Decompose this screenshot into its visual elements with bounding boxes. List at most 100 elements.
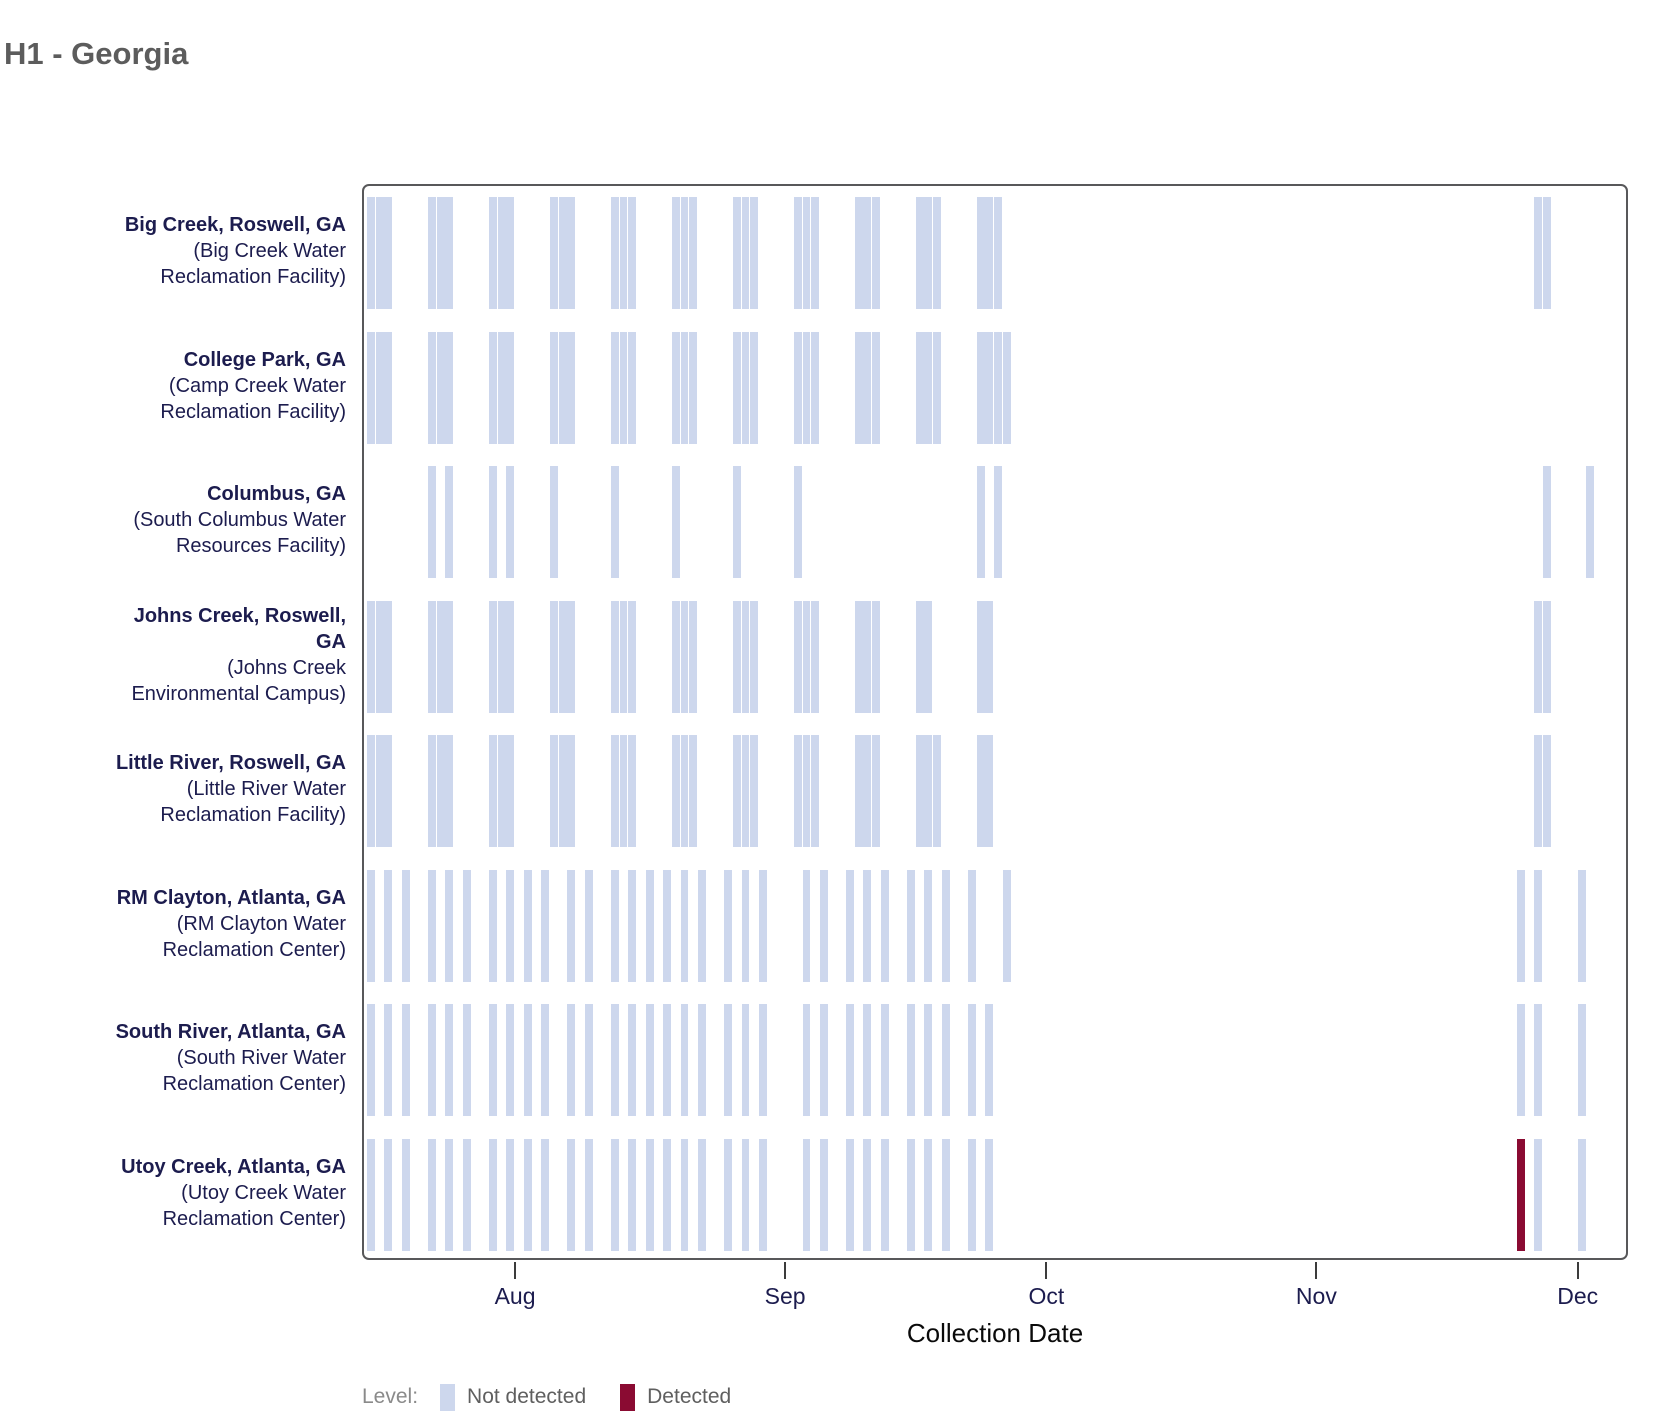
row-location: RM Clayton, Atlanta, GA <box>116 886 346 909</box>
row-label: RM Clayton, Atlanta, GA (RM Clayton Water… <box>30 857 346 992</box>
not-detected-bar <box>567 600 576 713</box>
not-detected-bar <box>541 1138 550 1251</box>
not-detected-bar <box>488 600 497 713</box>
not-detected-bar <box>915 197 924 309</box>
not-detected-bar <box>976 197 985 309</box>
not-detected-bar <box>610 1004 619 1116</box>
not-detected-bar <box>445 197 454 309</box>
x-tick <box>784 1262 787 1279</box>
not-detected-bar <box>619 735 628 847</box>
not-detected-bar <box>523 1138 532 1251</box>
row-location: Big Creek, Roswell, GA <box>124 214 346 237</box>
not-detected-bar <box>793 735 802 847</box>
not-detected-bar <box>610 331 619 444</box>
row-facility: (Johns Creek Environmental Campus) <box>131 656 346 705</box>
not-detected-bar <box>401 1004 410 1116</box>
not-detected-bar <box>462 1004 471 1116</box>
x-tick <box>1045 1262 1048 1279</box>
row-location: College Park, GA <box>183 348 346 371</box>
not-detected-bar <box>488 1004 497 1116</box>
row-location: Columbus, GA <box>207 483 346 506</box>
not-detected-bar <box>985 600 994 713</box>
not-detected-bar <box>915 331 924 444</box>
row-facility: (Little River Water Reclamation Facility) <box>160 778 346 827</box>
not-detected-bar <box>367 869 375 982</box>
not-detected-bar <box>1577 1138 1586 1251</box>
not-detected-bar <box>880 869 889 982</box>
not-detected-bar <box>985 331 994 444</box>
not-detected-bar <box>680 735 689 847</box>
x-tick-label: Sep <box>764 1283 806 1309</box>
row-location: Little River, Roswell, GA <box>115 752 346 775</box>
not-detected-bar <box>994 197 1002 309</box>
not-detected-bar <box>427 869 436 982</box>
not-detected-bar <box>427 466 436 578</box>
not-detected-bar <box>427 1004 436 1116</box>
not-detected-bar <box>367 331 375 444</box>
not-detected-bar <box>549 600 558 713</box>
not-detected-bar <box>445 869 454 982</box>
not-detected-bar <box>488 1138 497 1251</box>
not-detected-bar <box>863 331 872 444</box>
not-detected-bar <box>732 331 741 444</box>
not-detected-bar <box>445 331 454 444</box>
not-detected-bar <box>689 600 698 713</box>
not-detected-bar <box>967 1138 976 1251</box>
not-detected-bar <box>741 1004 750 1116</box>
not-detected-bar <box>1542 600 1551 713</box>
not-detected-bar <box>549 735 558 847</box>
not-detected-bar <box>724 869 732 982</box>
not-detected-bar <box>819 869 828 982</box>
x-tick <box>514 1262 517 1279</box>
not-detected-bar <box>1534 1004 1543 1116</box>
not-detected-bar <box>671 466 680 578</box>
not-detected-bar <box>384 1004 393 1116</box>
not-detected-bar <box>680 331 689 444</box>
not-detected-bar <box>680 869 689 982</box>
detected-bar <box>1516 1138 1525 1251</box>
not-detected-bar <box>941 869 950 982</box>
row-location: Utoy Creek, Atlanta, GA <box>121 1155 346 1178</box>
not-detected-bar <box>924 735 933 847</box>
x-tick <box>1315 1262 1318 1279</box>
not-detected-bar <box>506 1138 515 1251</box>
not-detected-bar <box>994 466 1002 578</box>
not-detected-bar <box>584 869 593 982</box>
not-detected-bar <box>645 1004 654 1116</box>
not-detected-bar <box>1516 869 1525 982</box>
not-detected-bar <box>671 735 680 847</box>
not-detected-bar <box>523 869 532 982</box>
not-detected-bar <box>680 197 689 309</box>
not-detected-bar <box>1542 466 1551 578</box>
not-detected-bar <box>732 735 741 847</box>
not-detected-bar <box>907 1004 915 1116</box>
row-label: Columbus, GA (South Columbus Water Resourc… <box>30 453 346 588</box>
not-detected-bar <box>619 197 628 309</box>
not-detected-bar <box>567 869 576 982</box>
not-detected-bar <box>384 197 393 309</box>
not-detected-bar <box>802 869 811 982</box>
not-detected-bar <box>933 197 942 309</box>
not-detected-bar <box>915 735 924 847</box>
not-detected-bar <box>506 1004 515 1116</box>
not-detected-bar <box>549 331 558 444</box>
detected-swatch <box>620 1383 636 1411</box>
not-detected-bar <box>488 466 497 578</box>
not-detected-bar <box>689 735 698 847</box>
not-detected-bar <box>802 1004 811 1116</box>
not-detected-bar <box>811 600 820 713</box>
not-detected-bar <box>793 600 802 713</box>
not-detected-bar <box>854 600 863 713</box>
not-detected-bar <box>628 197 637 309</box>
not-detected-bar <box>758 869 767 982</box>
not-detected-bar <box>663 1004 672 1116</box>
row-facility: (RM Clayton Water Reclamation Center) <box>162 912 346 961</box>
not-detected-bar <box>401 1138 410 1251</box>
not-detected-bar <box>985 735 994 847</box>
plot-panel <box>362 184 1628 1260</box>
row-label: Utoy Creek, Atlanta, GA (Utoy Creek Water… <box>30 1126 346 1261</box>
not-detected-bar <box>558 735 567 847</box>
row-facility: (Big Creek Water Reclamation Facility) <box>160 240 346 289</box>
not-detected-bar <box>924 1004 933 1116</box>
not-detected-bar <box>506 600 515 713</box>
